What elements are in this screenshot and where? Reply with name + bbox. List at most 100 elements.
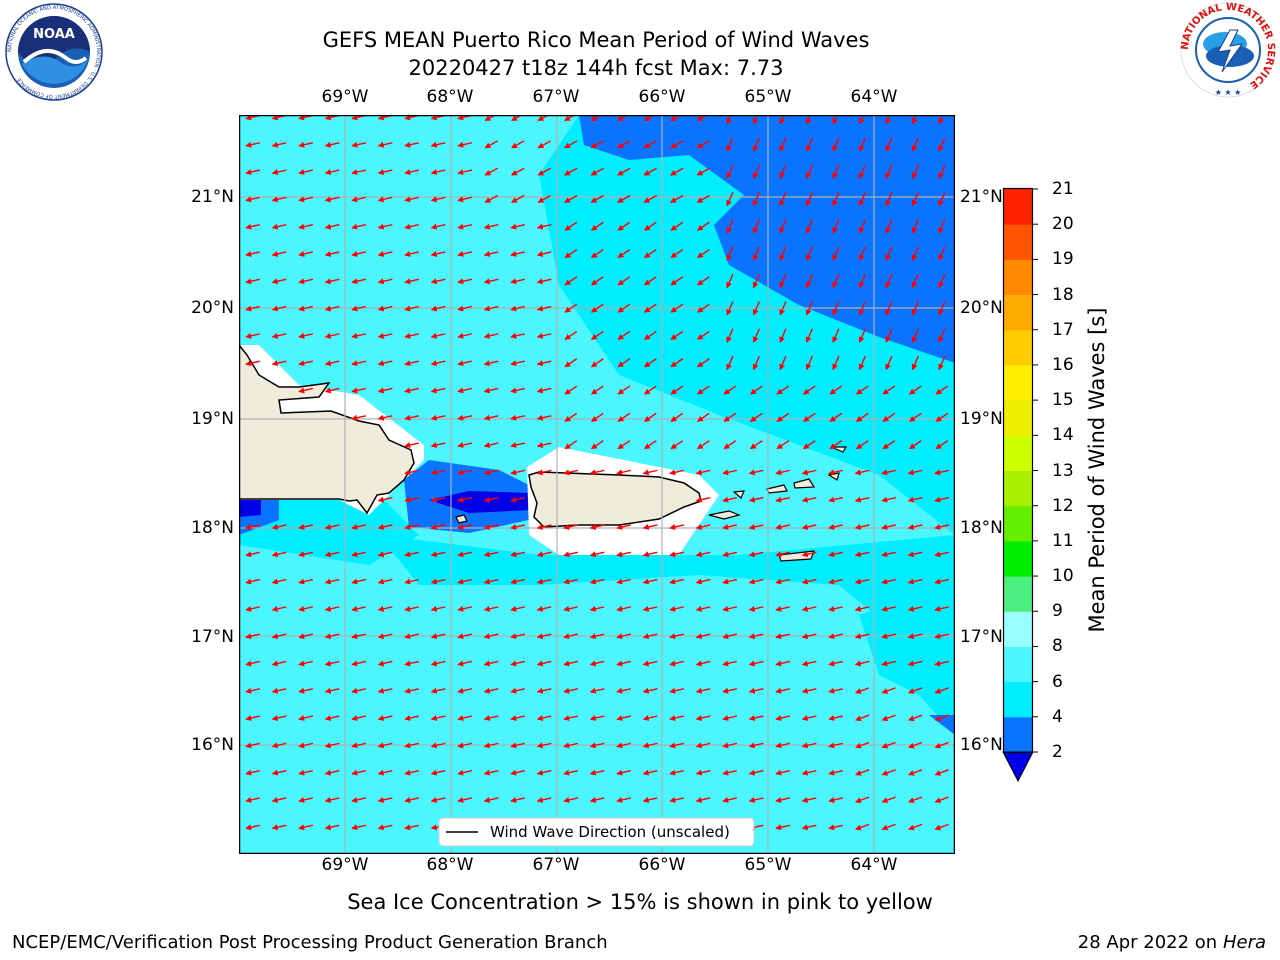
wind-wave-arrow: [430, 742, 446, 749]
wind-wave-arrow: [563, 660, 578, 667]
wind-wave-arrow: [564, 276, 578, 286]
wind-wave-arrow: [695, 496, 711, 503]
wind-wave-arrow: [457, 360, 472, 367]
wind-wave-arrow: [563, 167, 578, 176]
wind-wave-arrow: [642, 742, 658, 749]
wind-wave-arrow: [377, 169, 393, 175]
wind-wave-arrow: [590, 276, 604, 286]
wind-wave-arrow: [911, 355, 920, 371]
wind-wave-arrow: [377, 742, 393, 749]
wind-wave-arrows: [245, 115, 949, 831]
wind-wave-arrow: [324, 551, 340, 558]
wind-wave-arrow: [669, 524, 684, 530]
wind-wave-arrow: [858, 137, 867, 152]
wind-wave-arrow: [483, 687, 499, 694]
wind-wave-arrow: [245, 687, 260, 694]
wind-wave-arrow: [324, 769, 340, 776]
wind-wave-arrow: [828, 551, 843, 558]
wind-wave-arrow: [749, 440, 763, 450]
lon-tick-bottom: 64°W: [850, 855, 898, 875]
lat-tick-left: 21°N: [191, 187, 234, 207]
wind-wave-arrow: [695, 524, 711, 530]
wind-wave-arrow: [643, 276, 657, 286]
wind-wave-arrow: [748, 605, 764, 612]
wind-wave-arrow: [642, 633, 658, 640]
wind-wave-arrow: [590, 194, 604, 203]
wind-wave-arrow: [590, 385, 604, 395]
wind-wave-arrow: [722, 551, 737, 558]
wind-wave-arrow: [749, 385, 763, 395]
wind-wave-arrow: [779, 137, 787, 152]
wind-wave-arrow: [298, 742, 313, 749]
wind-wave-arrow: [351, 633, 366, 640]
wind-wave-arrow: [828, 660, 843, 667]
wind-wave-arrow: [805, 164, 814, 180]
wind-wave-arrow: [616, 524, 631, 530]
noaa-logo-text: NOAA: [33, 27, 75, 42]
wind-wave-arrow: [616, 742, 631, 749]
wind-wave-arrow: [854, 714, 870, 722]
wind-wave-arrow: [828, 797, 843, 803]
wind-wave-arrow: [351, 414, 366, 421]
wind-wave-arrow: [510, 633, 525, 640]
colorbar-band: [1004, 540, 1032, 577]
wind-wave-arrow: [855, 440, 869, 450]
wind-wave-arrow: [271, 524, 287, 530]
wind-wave-arrow: [324, 196, 340, 203]
colorbar-band: [1004, 329, 1032, 366]
wind-wave-arrow: [324, 715, 340, 721]
wind-wave-arrow: [934, 823, 949, 831]
wind-wave-arrow: [324, 797, 340, 803]
wind-wave-arrow: [324, 278, 340, 285]
wind-wave-arrow: [934, 687, 949, 694]
wind-wave-arrow: [564, 358, 578, 368]
wind-wave-arrow: [723, 385, 737, 395]
wind-wave-arrow: [510, 167, 525, 176]
wind-wave-arrow: [669, 660, 684, 667]
wind-wave-arrow: [457, 797, 472, 803]
wind-wave-arrow: [854, 660, 870, 667]
wind-wave-arrow: [298, 524, 313, 530]
wind-wave-arrow: [832, 246, 840, 262]
colorbar-band: [1004, 611, 1032, 647]
wind-wave-arrow: [670, 385, 684, 395]
wind-wave-arrow: [752, 246, 761, 262]
wind-wave-arrow: [510, 251, 525, 257]
land-puerto-rico: [528, 471, 702, 528]
wind-wave-arrow: [669, 687, 684, 694]
wind-wave-arrow: [589, 797, 605, 803]
wind-wave-arrow: [616, 605, 631, 612]
wind-wave-arrow: [377, 223, 393, 230]
wind-wave-arrow: [828, 687, 843, 694]
wind-wave-arrow: [616, 797, 631, 803]
wind-wave-arrow: [934, 741, 949, 749]
wind-wave-arrow: [938, 328, 946, 343]
map-panel[interactable]: Wind Wave Direction (unscaled): [239, 115, 955, 854]
wind-wave-arrow: [881, 551, 896, 558]
wind-wave-arrow: [908, 440, 922, 450]
wind-wave-arrow: [404, 387, 419, 394]
wind-wave-arrow: [779, 164, 787, 180]
wind-wave-arrow: [752, 137, 761, 152]
wind-wave-arrow: [832, 219, 840, 234]
wind-wave-arrow: [776, 385, 790, 395]
wind-wave-arrow: [404, 578, 419, 585]
wind-wave-arrow: [457, 223, 472, 230]
wind-wave-arrow: [642, 769, 658, 776]
wind-wave-arrow: [271, 715, 287, 721]
arrow-legend: Wind Wave Direction (unscaled): [438, 817, 755, 847]
wind-wave-arrow: [563, 524, 578, 530]
wind-wave-arrow: [938, 137, 946, 152]
sea-ice-note: Sea Ice Concentration > 15% is shown in …: [347, 890, 933, 914]
wind-wave-arrow: [563, 194, 578, 203]
wind-wave-arrow: [722, 660, 737, 667]
wind-wave-arrow: [907, 769, 923, 776]
wind-wave-arrow: [536, 633, 552, 640]
wind-wave-arrow: [377, 551, 393, 558]
wind-wave-arrow: [616, 769, 631, 776]
wind-wave-arrow: [802, 412, 816, 422]
wind-wave-arrow: [617, 248, 631, 259]
wind-wave-arrow: [457, 141, 472, 148]
svg-text:★ ★ ★: ★ ★ ★: [1215, 88, 1242, 97]
wind-wave-arrow: [670, 440, 684, 450]
